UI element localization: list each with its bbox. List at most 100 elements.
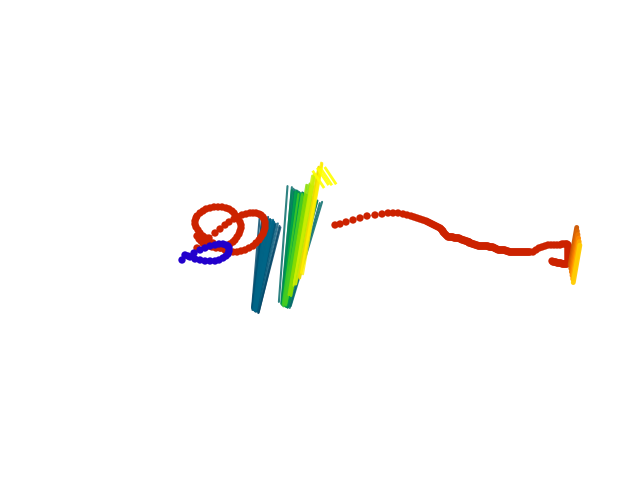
Point bbox=[563, 245, 573, 253]
Point bbox=[233, 213, 243, 221]
Point bbox=[511, 248, 521, 256]
Point bbox=[562, 260, 572, 268]
Point bbox=[209, 203, 219, 211]
Point bbox=[254, 210, 264, 218]
Point bbox=[561, 240, 571, 248]
Point bbox=[195, 256, 205, 264]
Point bbox=[453, 234, 463, 242]
Point bbox=[547, 257, 557, 265]
Point bbox=[415, 215, 425, 223]
Point bbox=[195, 229, 205, 237]
Point bbox=[482, 242, 492, 250]
Point bbox=[481, 242, 491, 250]
Point bbox=[330, 221, 340, 229]
Point bbox=[470, 241, 480, 249]
Point bbox=[196, 237, 206, 245]
Point bbox=[393, 209, 403, 217]
Point bbox=[362, 212, 372, 220]
Point bbox=[557, 240, 567, 248]
Point bbox=[370, 211, 380, 219]
Point bbox=[180, 251, 190, 259]
Point bbox=[200, 244, 210, 252]
Point bbox=[497, 246, 507, 254]
Point bbox=[563, 255, 573, 263]
Point bbox=[555, 259, 565, 267]
Point bbox=[198, 232, 208, 240]
Point bbox=[335, 220, 345, 228]
Point bbox=[221, 204, 231, 212]
Point bbox=[454, 234, 464, 242]
Point bbox=[211, 244, 221, 252]
Point bbox=[191, 223, 201, 231]
Point bbox=[495, 246, 505, 254]
Point bbox=[383, 209, 393, 217]
Point bbox=[425, 219, 435, 227]
Point bbox=[502, 247, 512, 255]
Point bbox=[402, 211, 412, 219]
Point bbox=[492, 245, 502, 253]
Point bbox=[473, 242, 483, 250]
Point bbox=[475, 242, 485, 250]
Point bbox=[259, 215, 269, 223]
Point bbox=[435, 224, 445, 232]
Point bbox=[207, 243, 217, 251]
Point bbox=[494, 246, 504, 254]
Point bbox=[437, 226, 447, 234]
Point bbox=[348, 216, 358, 224]
Point bbox=[563, 242, 573, 250]
Point bbox=[521, 248, 531, 256]
Point bbox=[217, 203, 227, 211]
Point bbox=[232, 248, 242, 256]
Point bbox=[561, 260, 571, 268]
Point bbox=[234, 230, 244, 238]
Point bbox=[205, 257, 215, 265]
Point bbox=[452, 234, 462, 242]
Point bbox=[223, 242, 233, 250]
Point bbox=[563, 253, 573, 261]
Point bbox=[210, 257, 220, 265]
Point bbox=[258, 230, 268, 238]
Point bbox=[215, 225, 225, 233]
Point bbox=[528, 248, 538, 256]
Point bbox=[237, 211, 247, 219]
Point bbox=[449, 234, 459, 242]
Point bbox=[251, 239, 261, 247]
Point bbox=[464, 238, 474, 246]
Point bbox=[208, 239, 218, 247]
Point bbox=[218, 254, 228, 262]
Point bbox=[512, 248, 522, 256]
Point bbox=[200, 257, 210, 265]
Point bbox=[224, 244, 234, 252]
Point bbox=[442, 232, 452, 240]
Point bbox=[447, 233, 457, 241]
Point bbox=[240, 246, 250, 254]
Point bbox=[500, 246, 510, 254]
Point bbox=[455, 235, 465, 243]
Point bbox=[524, 248, 534, 256]
Point bbox=[548, 258, 558, 266]
Point bbox=[185, 253, 195, 261]
Point bbox=[480, 242, 490, 250]
Point bbox=[192, 212, 202, 220]
Point bbox=[201, 234, 211, 242]
Point bbox=[476, 242, 486, 250]
Point bbox=[514, 248, 524, 256]
Point bbox=[552, 259, 562, 267]
Point bbox=[190, 220, 200, 228]
Point bbox=[235, 227, 245, 235]
Point bbox=[465, 239, 475, 247]
Point bbox=[534, 244, 544, 252]
Point bbox=[559, 240, 569, 248]
Point bbox=[236, 221, 246, 229]
Point bbox=[556, 259, 566, 267]
Point bbox=[256, 211, 266, 219]
Point bbox=[525, 248, 535, 256]
Point bbox=[550, 258, 560, 266]
Point bbox=[244, 244, 254, 252]
Point bbox=[219, 243, 229, 251]
Point bbox=[558, 260, 568, 268]
Point bbox=[464, 238, 474, 246]
Point bbox=[563, 257, 573, 265]
Point bbox=[493, 246, 503, 254]
Point bbox=[438, 228, 448, 236]
